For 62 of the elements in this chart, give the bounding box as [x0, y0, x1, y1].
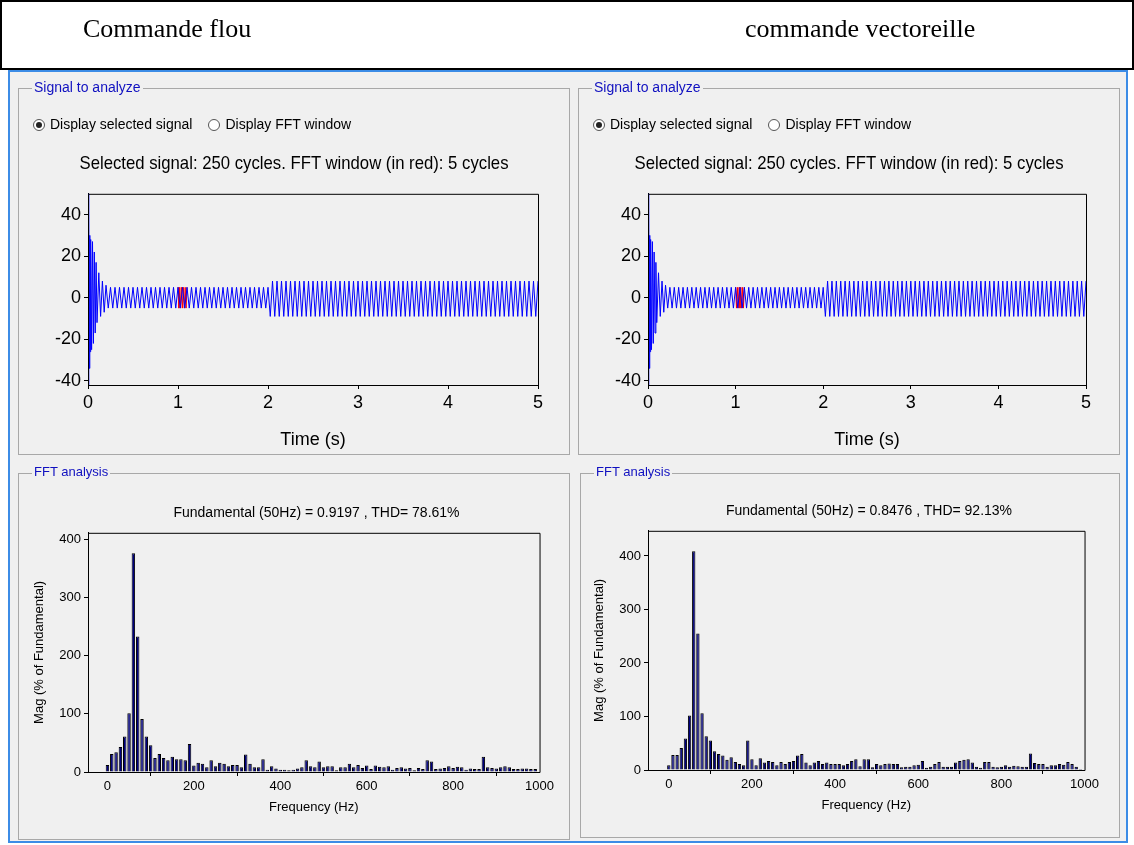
y-tick-label: 0 [630, 286, 641, 307]
x-tick-label: 400 [824, 776, 846, 792]
y-tick-label: 0 [73, 763, 81, 779]
x-tick-label: 600 [907, 776, 930, 792]
text: Display selected signal [610, 116, 753, 132]
chart-subtitle: Selected signal: 250 cycles. FFT window (in red): 5 cycles [78, 152, 510, 174]
chart-title: Fundamental (50Hz) = 0.8476 , THD= 92.13% [724, 502, 1014, 518]
chart-subtitle: Selected signal: 250 cycles. FFT window (in red): 5 cycles [633, 152, 1065, 174]
y-tick-label: 200 [619, 654, 641, 670]
y-tick-label: 100 [619, 708, 641, 724]
x-tick-label: 1 [172, 391, 184, 412]
text: FFT analysis [32, 464, 111, 479]
y-tick-label: 20 [620, 245, 641, 266]
chart-title: commande vectoreille [745, 14, 976, 44]
x-tick-label: 2 [262, 391, 274, 412]
x-tick-label: 600 [355, 778, 378, 794]
x-tick-label: 3 [905, 391, 916, 412]
y-tick-label: 40 [620, 203, 641, 224]
text: Display FFT window [225, 116, 352, 132]
x-tick-label: 1000 [1070, 776, 1099, 792]
x-tick-label: 0 [665, 776, 673, 792]
x-axis-title: Frequency (Hz) [821, 796, 912, 812]
x-tick-label: 800 [990, 776, 1013, 792]
x-tick-label: 1000 [525, 778, 554, 794]
text: FFT analysis [594, 464, 673, 479]
y-tick-label: 0 [633, 761, 641, 777]
x-axis-title: Time (s) [834, 429, 900, 450]
text: Display selected signal [50, 116, 193, 132]
chart-title: Commande flou [83, 14, 252, 44]
y-tick-label: 400 [619, 547, 641, 563]
x-tick-label: 200 [741, 776, 763, 792]
y-tick-label: 300 [619, 601, 641, 617]
x-tick-label: 2 [818, 391, 829, 412]
y-tick-label: 40 [60, 203, 81, 224]
x-tick-label: 3 [352, 391, 364, 412]
y-tick-label: -40 [54, 369, 81, 390]
x-axis-title: Time (s) [280, 429, 346, 450]
y-tick-label: 300 [59, 588, 81, 604]
text: Signal to analyze [592, 79, 703, 95]
x-axis-title: Frequency (Hz) [268, 798, 359, 814]
y-axis-title: Mag (% of Fundamental) [591, 578, 607, 722]
x-tick-label: 400 [269, 778, 292, 794]
y-tick-label: 200 [59, 647, 81, 663]
y-tick-label: -20 [614, 328, 641, 349]
x-tick-label: 4 [993, 391, 1004, 412]
x-tick-label: 1 [730, 391, 741, 412]
y-tick-label: -20 [54, 328, 81, 349]
text: Signal to analyze [32, 79, 143, 95]
y-tick-label: 400 [59, 530, 81, 546]
x-tick-label: 800 [442, 778, 464, 794]
y-tick-label: 100 [59, 705, 81, 721]
x-tick-label: 200 [183, 778, 205, 794]
y-axis-title: Mag (% of Fundamental) [31, 580, 47, 724]
y-tick-label: 20 [60, 245, 81, 266]
x-tick-label: 5 [532, 391, 544, 412]
y-tick-label: -40 [614, 369, 641, 390]
chart-title: Fundamental (50Hz) = 0.9197 , THD= 78.61% [172, 504, 461, 520]
x-tick-label: 0 [103, 778, 112, 794]
text: Display FFT window [785, 116, 912, 132]
x-tick-label: 5 [1080, 391, 1092, 412]
y-tick-label: 0 [70, 286, 81, 307]
x-tick-label: 4 [442, 391, 454, 412]
